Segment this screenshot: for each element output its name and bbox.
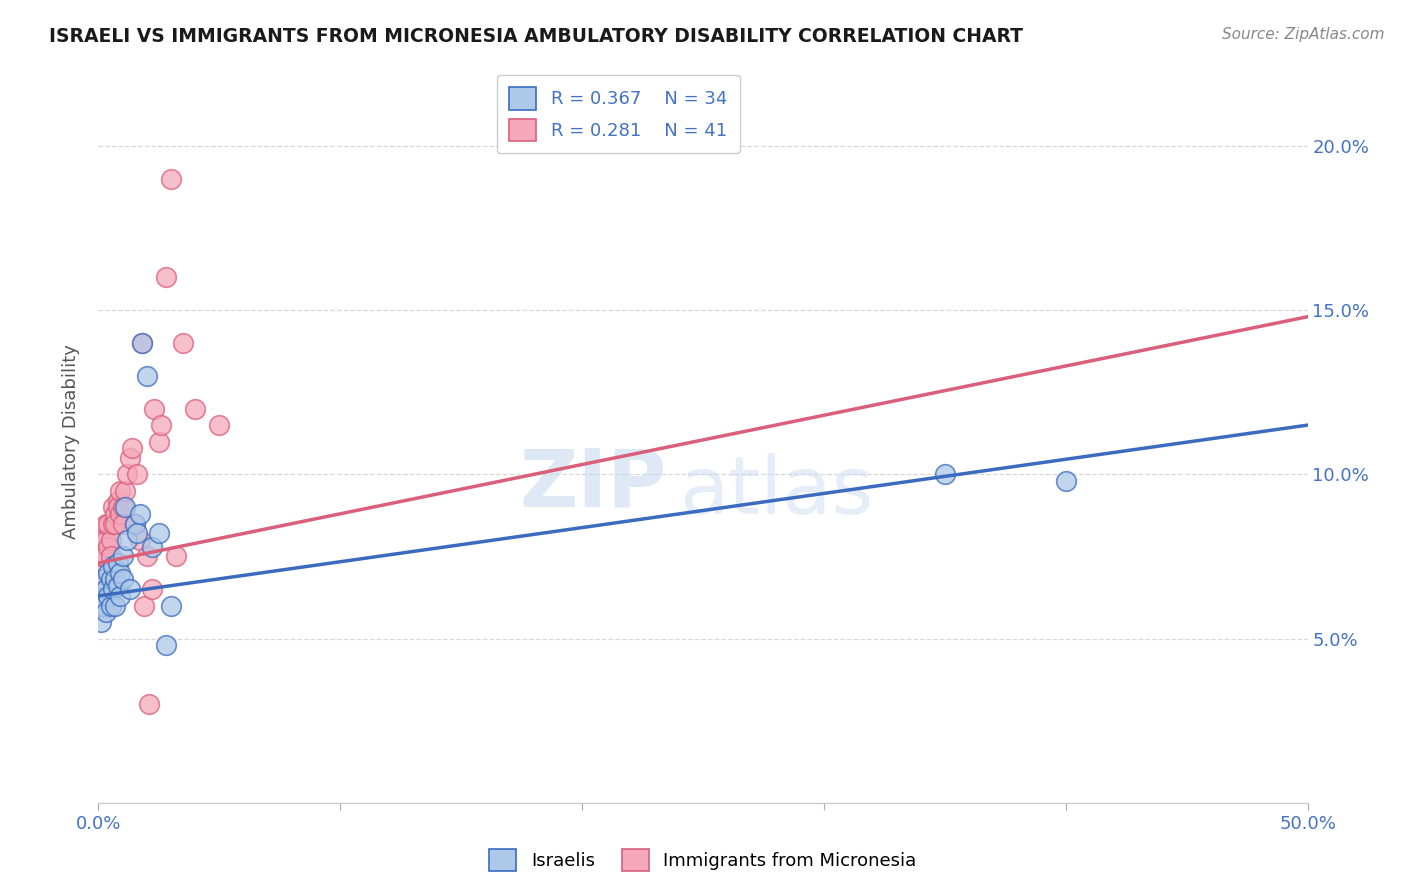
Point (111, 500, 134, 515)
Text: atlas: atlas (679, 453, 873, 531)
Point (111, 573, 134, 587)
Point (131, 336, 153, 351)
Point (108, 483, 131, 498)
Legend: Israelis, Immigrants from Micronesia: Israelis, Immigrants from Micronesia (482, 842, 924, 879)
Point (141, 540, 163, 554)
Text: Source: ZipAtlas.com: Source: ZipAtlas.com (1222, 27, 1385, 42)
Point (101, 559, 124, 574)
Point (97, 516, 120, 531)
Point (91, 533, 114, 547)
Point (148, 434, 170, 449)
Point (160, 599, 183, 613)
Point (100, 573, 122, 587)
Point (101, 582, 124, 597)
Point (128, 507, 150, 521)
Point (127, 526, 149, 541)
Point (101, 516, 124, 531)
Point (172, 336, 194, 351)
Point (100, 599, 122, 613)
Point (124, 516, 146, 531)
Point (124, 516, 146, 531)
Point (107, 500, 129, 515)
Point (111, 549, 134, 564)
Point (208, 418, 231, 433)
Point (108, 589, 131, 603)
Point (90, 615, 112, 630)
Text: ISRAELI VS IMMIGRANTS FROM MICRONESIA AMBULATORY DISABILITY CORRELATION CHART: ISRAELI VS IMMIGRANTS FROM MICRONESIA AM… (49, 27, 1024, 45)
Point (108, 566, 131, 580)
Point (165, 549, 187, 564)
Point (100, 533, 122, 547)
Point (104, 599, 127, 613)
Point (128, 533, 150, 547)
Point (104, 516, 127, 531)
Point (104, 507, 127, 521)
Point (148, 526, 170, 541)
Point (150, 418, 173, 433)
Point (104, 573, 127, 587)
Point (155, 270, 177, 285)
Point (94, 605, 117, 619)
Legend: R = 0.367    N = 34, R = 0.281    N = 41: R = 0.367 N = 34, R = 0.281 N = 41 (496, 75, 740, 153)
Point (1054, 474, 1077, 488)
Point (131, 336, 153, 351)
Point (90, 592, 112, 607)
Point (107, 579, 129, 593)
Point (91, 599, 114, 613)
Point (107, 493, 129, 508)
Point (117, 467, 139, 482)
Point (101, 500, 124, 515)
Point (91, 573, 114, 587)
Point (97, 566, 120, 580)
Point (155, 638, 177, 652)
Point (111, 516, 134, 531)
Point (94, 533, 117, 547)
Point (118, 450, 141, 465)
Point (114, 483, 136, 498)
Point (90, 549, 112, 564)
Text: ZIP: ZIP (519, 446, 666, 524)
Point (127, 467, 149, 482)
Point (108, 507, 131, 521)
Point (135, 368, 157, 383)
Point (160, 171, 183, 186)
Point (934, 467, 956, 482)
Point (121, 441, 143, 455)
Point (107, 556, 129, 570)
Point (141, 582, 163, 597)
Point (100, 549, 122, 564)
Point (184, 401, 207, 416)
Point (143, 401, 166, 416)
Point (94, 516, 117, 531)
Y-axis label: Ambulatory Disability: Ambulatory Disability (62, 344, 80, 539)
Point (90, 566, 112, 580)
Point (114, 500, 136, 515)
Point (134, 599, 156, 613)
Point (94, 582, 117, 597)
Point (118, 582, 141, 597)
Point (97, 540, 120, 554)
Point (138, 698, 160, 712)
Point (117, 533, 139, 547)
Point (91, 549, 114, 564)
Point (135, 549, 157, 564)
Point (97, 589, 120, 603)
